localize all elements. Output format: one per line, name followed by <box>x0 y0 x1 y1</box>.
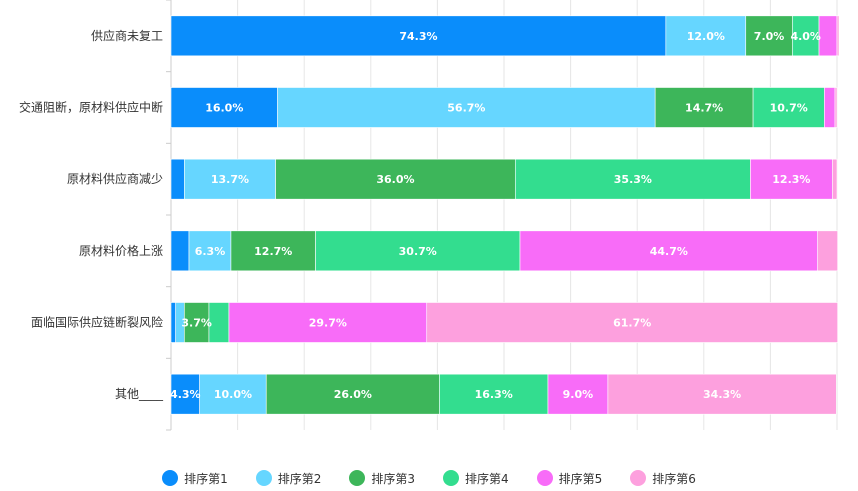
data-label: 74.3% <box>399 30 437 43</box>
bar-segment[interactable] <box>607 373 837 415</box>
bars <box>170 15 840 415</box>
legend-swatch <box>162 470 179 486</box>
legend-swatch <box>255 470 272 486</box>
data-label: 56.7% <box>447 102 485 115</box>
legend-item[interactable]: 排序第2 <box>255 468 322 488</box>
bar-segment[interactable] <box>170 230 190 272</box>
legend-label: 排序第5 <box>558 471 603 486</box>
data-label: 10.0% <box>214 388 252 401</box>
category-label: 其他____ <box>115 387 164 401</box>
data-labels: 74.3% 12.0% 7.0% 4.0% 16.0% 56.7% 14.7% 10.7% 13… <box>170 30 821 401</box>
bar-segment[interactable] <box>752 87 825 128</box>
data-label: 36.0% <box>376 173 414 186</box>
data-label: 10.7% <box>770 102 808 115</box>
bar-segment[interactable] <box>832 158 838 200</box>
bar-segment[interactable] <box>426 302 838 343</box>
data-label: 4.0% <box>790 30 821 43</box>
data-label: 12.3% <box>772 173 810 186</box>
bar-segment[interactable] <box>265 373 440 415</box>
category-label: 原材料供应商减少 <box>67 171 163 186</box>
legend-item[interactable]: 排序第1 <box>162 468 228 488</box>
bar-segment[interactable] <box>277 87 656 128</box>
y-axis <box>166 0 172 431</box>
bar-segment[interactable] <box>818 15 838 57</box>
bar-segment[interactable] <box>745 15 793 57</box>
legend: 排序第1 排序第2 排序第3 排序第4 排序第5 排序第6 <box>0 468 858 488</box>
data-label: 44.7% <box>650 245 688 258</box>
bar-segment[interactable] <box>665 15 747 57</box>
category-label: 面临国际供应链断裂风险 <box>31 315 163 330</box>
bar-segment[interactable] <box>170 15 667 57</box>
data-label: 6.3% <box>195 245 226 258</box>
data-label: 26.0% <box>334 388 372 401</box>
data-label: 16.0% <box>205 102 243 115</box>
legend-swatch <box>349 470 366 486</box>
bar-segment[interactable] <box>515 158 751 200</box>
bar-segment[interactable] <box>170 158 185 200</box>
bar-segment[interactable] <box>199 373 267 415</box>
bar-segment[interactable] <box>519 230 818 272</box>
bar-segment[interactable] <box>824 87 836 128</box>
category-label: 交通阻断，原材料供应中断 <box>19 100 163 115</box>
bar-segment[interactable] <box>230 230 316 272</box>
category-labels: 供应商未复工交通阻断，原材料供应中断原材料供应商减少原材料价格上涨面临国际供应链… <box>19 28 164 401</box>
bar-segment[interactable] <box>208 302 230 343</box>
legend-item[interactable]: 排序第6 <box>630 468 696 488</box>
bar-segment[interactable] <box>228 302 428 343</box>
legend-label: 排序第3 <box>371 471 415 486</box>
bar-segment[interactable] <box>654 87 754 128</box>
bar-segment[interactable] <box>275 158 516 200</box>
bar-segment[interactable] <box>188 230 232 272</box>
legend-label: 排序第6 <box>652 471 696 486</box>
bar-segment[interactable] <box>834 87 838 128</box>
bar-segment[interactable] <box>184 302 210 343</box>
data-label: 35.3% <box>614 173 652 186</box>
legend-item[interactable]: 排序第3 <box>349 468 415 488</box>
bar-segment[interactable] <box>836 15 840 57</box>
data-label: 3.7% <box>181 317 212 330</box>
legend-swatch <box>536 470 553 486</box>
data-label: 9.0% <box>563 388 594 401</box>
data-label: 61.7% <box>613 317 651 330</box>
legend-swatch <box>443 470 459 486</box>
data-label: 14.7% <box>685 102 723 115</box>
bar-segment[interactable] <box>170 302 176 343</box>
bar-segment[interactable] <box>750 158 833 200</box>
legend-item[interactable]: 排序第5 <box>536 468 603 488</box>
data-label: 7.0% <box>754 30 785 43</box>
bar-segment[interactable] <box>792 15 820 57</box>
legend-item[interactable]: 排序第4 <box>443 468 509 488</box>
legend-label: 排序第4 <box>465 471 509 486</box>
data-label: 12.7% <box>254 245 292 258</box>
data-label: 30.7% <box>399 245 437 258</box>
category-label: 供应商未复工 <box>91 28 163 43</box>
bar-segment[interactable] <box>547 373 609 415</box>
category-label: 原材料价格上涨 <box>79 243 163 258</box>
bar-segment[interactable] <box>439 373 549 415</box>
data-label: 13.7% <box>211 173 249 186</box>
data-label: 34.3% <box>703 388 741 401</box>
data-label: 4.3% <box>170 388 201 401</box>
data-label: 16.3% <box>475 388 513 401</box>
bar-segment[interactable] <box>817 230 838 272</box>
legend-label: 排序第2 <box>277 471 322 486</box>
data-label: 29.7% <box>309 317 347 330</box>
bar-segment[interactable] <box>170 373 200 415</box>
legend-swatch <box>630 470 647 486</box>
data-label: 12.0% <box>687 30 725 43</box>
legend-label: 排序第1 <box>184 471 228 486</box>
grid-lines <box>170 0 838 430</box>
bar-segment[interactable] <box>315 230 521 272</box>
